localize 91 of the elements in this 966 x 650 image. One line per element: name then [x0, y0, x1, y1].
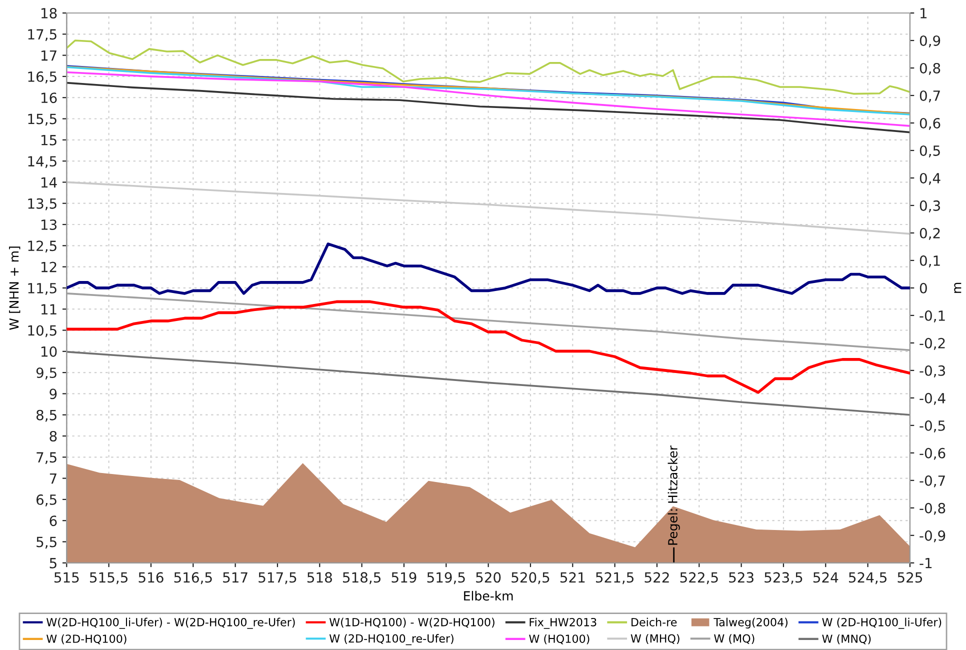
- y2-tick-label: 0,4: [920, 172, 940, 185]
- y2-tick-label: 1: [920, 8, 927, 18]
- y-tick-label: 10,5: [28, 325, 56, 338]
- y-tick-label: 11,5: [28, 283, 56, 295]
- y2-tick-label: -0,9: [920, 530, 946, 542]
- x-tick-label: 519: [392, 572, 416, 583]
- y2-tick-label: 0,6: [920, 118, 940, 130]
- y-tick-label: 17,5: [28, 29, 56, 42]
- y2-tick-label: 0,1: [920, 255, 940, 268]
- y-tick-label: 8: [50, 430, 57, 442]
- legend-label: W(2D-HQ100_li-Ufer) - W(2D-HQ100_re-Ufer): [46, 618, 295, 629]
- y2-tick-label: 0,2: [920, 228, 940, 240]
- y-tick-label: 15,5: [28, 114, 56, 126]
- x-tick-label: 517,5: [258, 572, 296, 584]
- y-tick-label: 16: [41, 92, 57, 104]
- x-tick-label: 522: [644, 572, 669, 583]
- line-series: [66, 40, 910, 95]
- legend-label: Fix_HW2013: [530, 618, 596, 629]
- y2-tick-label: 0,3: [920, 200, 940, 212]
- y2-tick-label: -0,5: [920, 420, 945, 432]
- x-axis-title: Elbe-km: [464, 590, 513, 601]
- y-tick-label: 8,5: [36, 410, 56, 422]
- x-tick-label: 515,5: [90, 572, 128, 584]
- y2-tick-label: -0,6: [920, 448, 946, 460]
- y2-tick-label: 0,7: [920, 90, 940, 102]
- y2-tick-label: 0,8: [920, 62, 940, 75]
- x-tick-label: 518,5: [343, 572, 380, 584]
- y2-tick-label: -1: [920, 558, 932, 568]
- y2-tick-label: -0,8: [920, 502, 946, 515]
- y-tick-label: 11: [41, 304, 56, 314]
- legend-label: W (2D-HQ100_li-Ufer): [822, 618, 942, 629]
- x-tick-label: 524: [813, 572, 838, 583]
- line-series: [66, 71, 910, 127]
- y2-tick-label: -0,7: [920, 475, 945, 488]
- y2-tick-label: -0,2: [920, 338, 945, 350]
- x-tick-label: 520: [476, 572, 501, 583]
- y-tick-label: 9,5: [36, 368, 56, 380]
- x-tick-label: 523: [729, 572, 754, 583]
- y2-tick-label: -0,4: [920, 392, 946, 405]
- line-series: [66, 82, 910, 134]
- x-tick-label: 521: [560, 572, 585, 583]
- y-tick-label: 10: [41, 346, 57, 357]
- legend-label: W (MNQ): [822, 634, 871, 644]
- y-tick-label: 9: [50, 388, 57, 400]
- y-tick-label: 7: [50, 473, 56, 484]
- y-tick-label: 18: [41, 8, 57, 18]
- y2-tick-label: 0: [920, 282, 927, 294]
- x-tick-label: 518: [307, 572, 332, 583]
- y-tick-label: 17: [41, 50, 56, 61]
- legend-label: W(1D-HQ100) - W(2D-HQ100): [329, 618, 494, 628]
- y-tick-label: 12: [41, 262, 56, 272]
- x-tick-label: 521,5: [596, 572, 634, 584]
- y-axis-title: W [NHN + m]: [9, 246, 20, 330]
- legend-label: W (MHQ): [630, 634, 680, 644]
- x-tick-label: 515: [54, 572, 79, 583]
- legend-label: Talweg(2004): [714, 618, 788, 629]
- x-tick-label: 525: [898, 572, 922, 583]
- y-tick-label: 14,5: [28, 156, 56, 168]
- y2-tick-label: -0,3: [920, 365, 945, 378]
- y2-axis-title: m: [954, 282, 962, 293]
- y2-tick-label: 0,5: [920, 145, 940, 158]
- legend-label: W (2D-HQ100_re-Ufer): [329, 634, 454, 646]
- legend-label: W (MQ): [714, 634, 754, 644]
- line-series: [66, 300, 910, 394]
- y-tick-label: 16,5: [28, 71, 56, 84]
- y-tick-label: 5,5: [36, 536, 56, 549]
- y2-tick-label: 0,9: [920, 35, 940, 48]
- y-tick-label: 12,5: [28, 240, 56, 253]
- annotation: Pegel: Hitzacker: [668, 445, 680, 545]
- line-series: [66, 242, 910, 295]
- y-tick-label: 13,5: [28, 198, 56, 210]
- y-tick-label: 7,5: [36, 452, 56, 464]
- y-tick-label: 5: [50, 558, 56, 568]
- x-tick-label: 522,5: [680, 572, 718, 584]
- legend-label: W (2D-HQ100): [46, 634, 126, 644]
- y-tick-label: 13: [41, 219, 57, 230]
- line-series: [66, 350, 910, 416]
- y2-tick-label: -0,1: [920, 310, 945, 322]
- x-tick-label: 516: [138, 572, 164, 583]
- y-tick-label: 6: [50, 516, 57, 526]
- x-tick-label: 520,5: [512, 572, 550, 584]
- legend-label: W (HQ100): [529, 634, 590, 644]
- x-tick-label: 519,5: [427, 572, 465, 584]
- y-tick-label: 15: [41, 135, 56, 146]
- x-tick-label: 523,5: [764, 572, 802, 584]
- y-tick-label: 14: [41, 177, 57, 188]
- y-tick-label: 6,5: [36, 494, 56, 506]
- legend-label: Deich-re: [632, 618, 677, 626]
- x-tick-label: 517: [223, 572, 248, 583]
- x-tick-label: 524,5: [848, 572, 886, 584]
- x-tick-label: 516,5: [174, 572, 212, 584]
